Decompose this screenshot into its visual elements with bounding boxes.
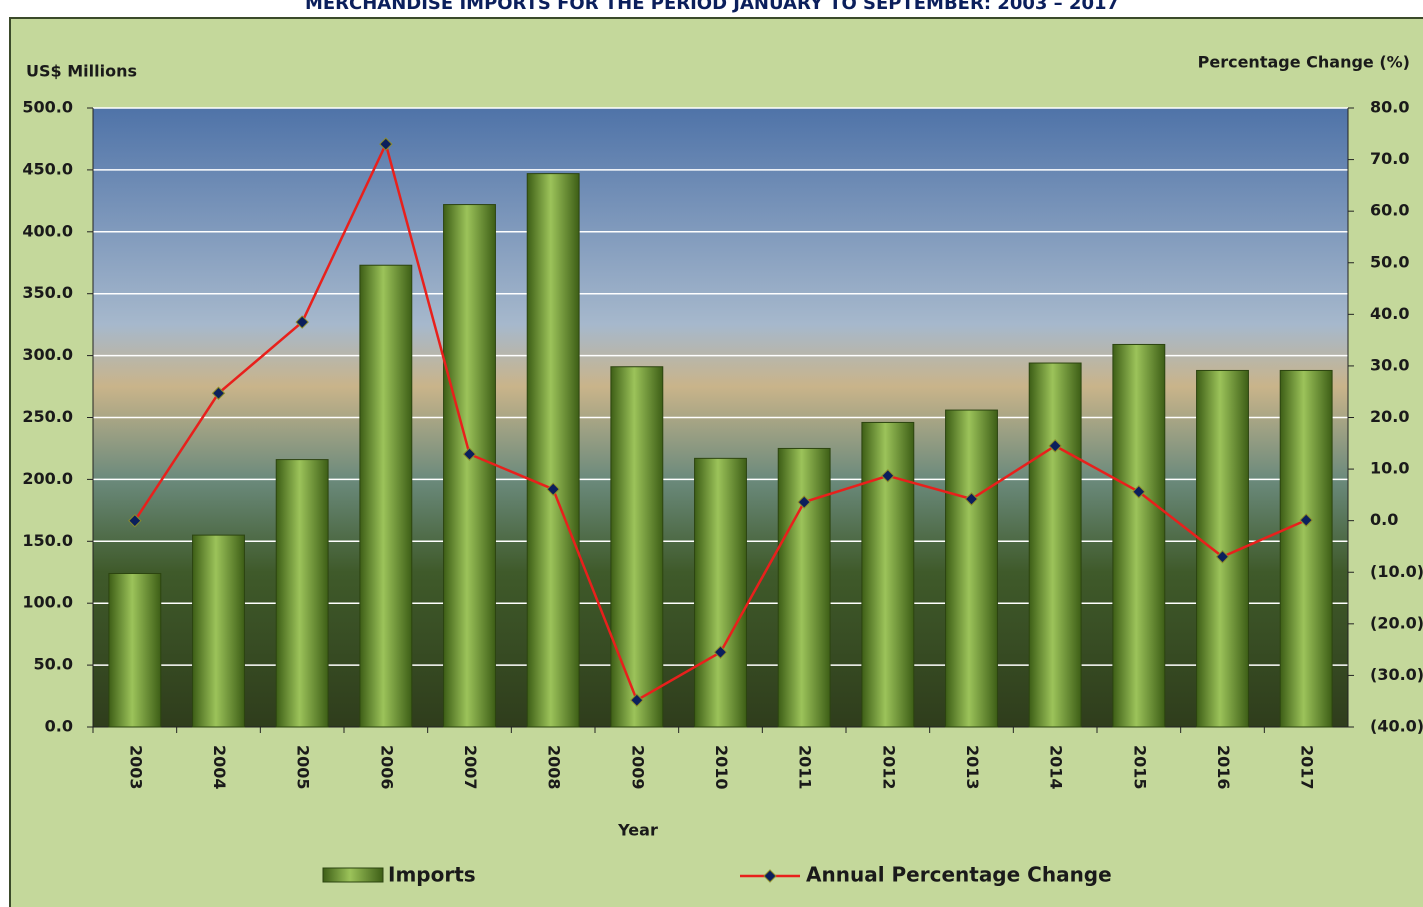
x-tick-label: 2004 <box>210 745 229 790</box>
y-tick-label: 500.0 <box>22 98 73 117</box>
x-axis-label: Year <box>617 821 658 840</box>
y2-tick-label: 20.0 <box>1370 407 1409 426</box>
marker <box>630 693 644 707</box>
y-tick-label: 350.0 <box>22 283 73 302</box>
legend-marker <box>763 869 777 883</box>
y2-tick-label: 60.0 <box>1370 201 1409 220</box>
x-tick-label: 2008 <box>545 745 564 790</box>
y-tick-label: 250.0 <box>22 407 73 426</box>
x-tick-label: 2014 <box>1047 745 1066 790</box>
x-tick-label: 2010 <box>712 745 731 790</box>
bar <box>526 173 580 728</box>
x-tick-label: 2005 <box>294 745 313 790</box>
x-tick-label: 2006 <box>377 745 396 790</box>
x-tick-label: 2016 <box>1214 745 1233 790</box>
x-tick-label: 2012 <box>879 745 898 790</box>
y2-tick-label: 70.0 <box>1370 149 1409 168</box>
bar <box>443 204 496 728</box>
bar <box>275 459 329 728</box>
marker <box>462 447 477 461</box>
marker <box>881 469 895 483</box>
y2-tick-label: 10.0 <box>1370 459 1409 478</box>
y-tick-label: 200.0 <box>22 469 73 488</box>
y-tick-label: 0.0 <box>45 717 73 736</box>
bar <box>777 447 831 728</box>
x-tick-label: 2003 <box>126 745 145 790</box>
bar <box>945 409 998 728</box>
marker <box>1132 485 1146 499</box>
y-tick-label: 50.0 <box>34 655 73 674</box>
marker <box>713 645 728 659</box>
bar <box>694 457 747 728</box>
x-tick-label: 2013 <box>963 745 982 790</box>
marker <box>964 492 979 506</box>
bar <box>1028 362 1082 728</box>
marker <box>1048 439 1062 453</box>
marker <box>546 482 560 496</box>
y-tick-label: 450.0 <box>22 159 73 178</box>
x-tick-label: 2009 <box>628 745 647 790</box>
marker <box>128 513 142 528</box>
y-tick-label: 100.0 <box>22 593 73 612</box>
marker <box>1299 513 1313 527</box>
bar <box>192 534 245 728</box>
y-tick-label: 150.0 <box>22 531 73 550</box>
bar <box>108 572 162 728</box>
marker <box>1215 550 1230 564</box>
bar <box>359 264 413 728</box>
y-tick-label: 300.0 <box>22 345 73 364</box>
bar <box>861 421 915 728</box>
y-axis-label: US$ Millions <box>26 62 137 81</box>
y2-tick-label: (20.0) <box>1370 613 1423 632</box>
y2-tick-label: 0.0 <box>1370 510 1398 529</box>
bar <box>1279 369 1333 728</box>
bar <box>610 366 664 728</box>
y2-tick-label: 50.0 <box>1370 252 1409 271</box>
chart-title: MERCHANDISE IMPORTS FOR THE PERIOD JANUA… <box>305 0 1119 14</box>
y2-tick-label: 40.0 <box>1370 304 1409 323</box>
y2-tick-label: (40.0) <box>1370 717 1423 736</box>
x-tick-label: 2011 <box>796 745 815 790</box>
y2-tick-label: 80.0 <box>1370 98 1409 117</box>
legend-label: Imports <box>388 863 476 887</box>
x-tick-label: 2017 <box>1298 745 1317 790</box>
y2-axis-label: Percentage Change (%) <box>1198 53 1410 72</box>
legend-label: Annual Percentage Change <box>806 863 1112 887</box>
bar <box>1112 343 1166 728</box>
marker <box>379 137 393 151</box>
legend-swatch <box>322 867 384 883</box>
x-tick-label: 2015 <box>1130 745 1149 790</box>
marker <box>295 315 309 329</box>
y2-tick-label: (30.0) <box>1370 665 1423 684</box>
marker <box>797 495 811 509</box>
y2-tick-label: (10.0) <box>1370 562 1423 581</box>
marker <box>211 386 226 400</box>
x-tick-label: 2007 <box>461 745 480 790</box>
y2-tick-label: 30.0 <box>1370 355 1409 374</box>
y-tick-label: 400.0 <box>22 221 73 240</box>
